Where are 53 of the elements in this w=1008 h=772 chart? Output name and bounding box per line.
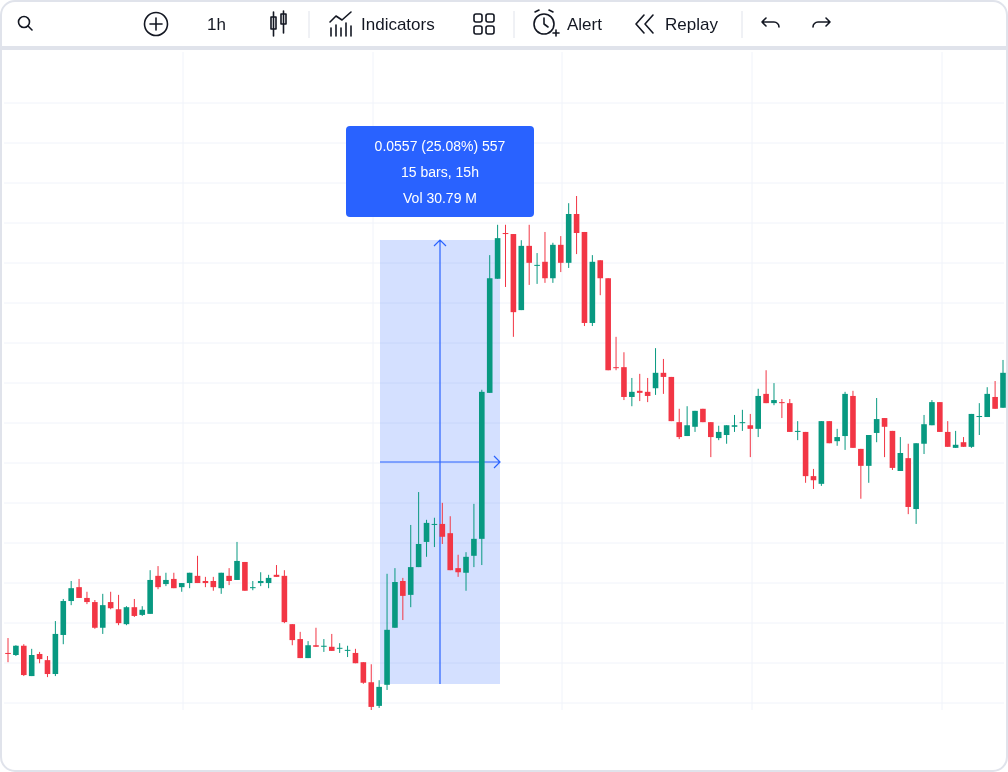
candlestick xyxy=(155,565,161,590)
candlestick xyxy=(234,541,240,581)
candlestick xyxy=(115,594,122,626)
text: Alert xyxy=(567,15,603,34)
candlestick xyxy=(929,399,935,426)
candlestick xyxy=(779,398,785,419)
candlestick xyxy=(455,554,461,578)
candlestick xyxy=(376,679,382,709)
candlestick xyxy=(44,655,51,678)
annotation: Vol 30.79 M xyxy=(403,190,477,206)
candlestick xyxy=(881,417,888,458)
candlestick xyxy=(68,580,74,606)
candlestick xyxy=(747,413,754,458)
text: Indicators xyxy=(361,15,435,34)
candlestick xyxy=(321,638,327,653)
candlestick xyxy=(613,336,619,371)
candlestick xyxy=(676,408,683,440)
candlestick xyxy=(534,252,540,285)
candlestick xyxy=(226,567,232,586)
candlestick xyxy=(629,377,635,407)
candlestick xyxy=(76,578,82,599)
candlestick xyxy=(557,235,564,273)
candlestick xyxy=(873,397,880,443)
candlestick xyxy=(99,593,106,635)
candlestick xyxy=(400,577,406,621)
candlestick xyxy=(471,503,477,568)
candlestick xyxy=(723,424,730,445)
candlestick xyxy=(984,386,991,418)
candlestick xyxy=(463,551,469,592)
candlestick xyxy=(858,448,864,500)
candlestick xyxy=(944,420,951,448)
candlestick xyxy=(439,502,446,545)
candlestick xyxy=(921,414,927,455)
candlestick xyxy=(771,382,777,406)
text: 0.0557 (25.08%) 557 xyxy=(374,138,506,154)
candlestick xyxy=(526,224,532,286)
candlestick xyxy=(763,369,769,404)
candlestick xyxy=(708,421,714,458)
candlestick xyxy=(163,572,169,587)
candlestick xyxy=(542,231,548,284)
candlestick xyxy=(597,259,604,296)
candlestick xyxy=(684,405,690,437)
candlestick xyxy=(84,591,90,605)
candlestick xyxy=(289,623,296,646)
candlestick xyxy=(5,637,11,663)
candlestick xyxy=(360,661,367,685)
text: Replay xyxy=(665,15,719,34)
text: 15 bars, 15h xyxy=(401,164,479,180)
candlestick xyxy=(636,373,643,402)
text: 1h xyxy=(207,15,226,34)
candlestick xyxy=(992,380,998,410)
candlestick xyxy=(313,627,319,648)
candlestick xyxy=(297,631,303,659)
